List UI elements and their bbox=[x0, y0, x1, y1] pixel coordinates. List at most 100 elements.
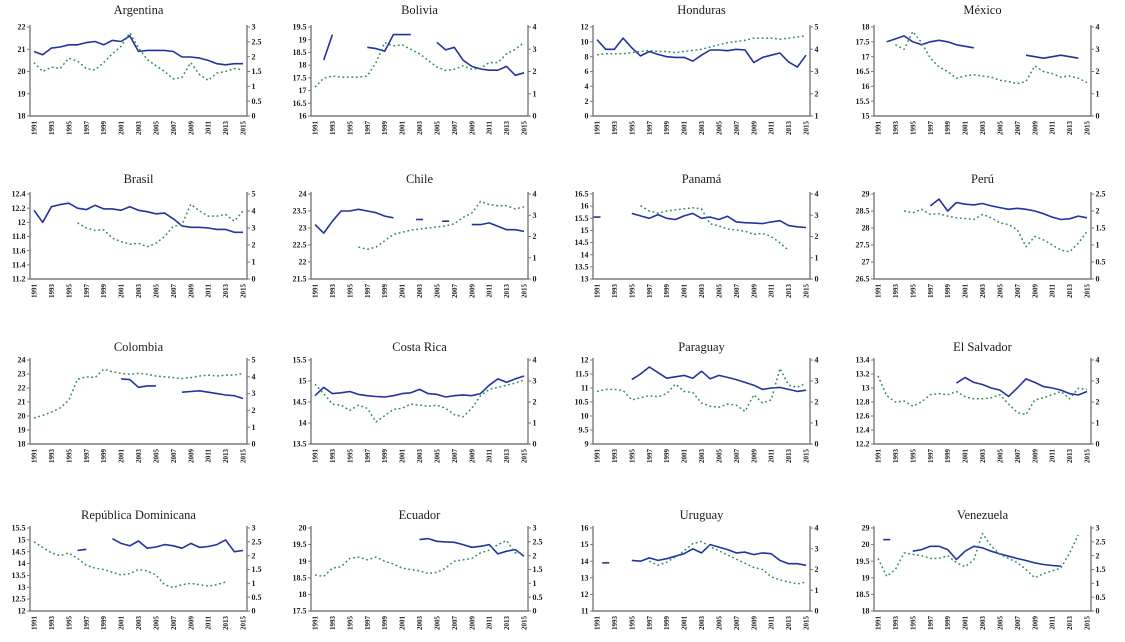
x-axis-tick-label: 1999 bbox=[381, 449, 389, 464]
y-axis-tick-label: 3 bbox=[533, 45, 537, 54]
x-axis-tick-label: 1991 bbox=[593, 449, 601, 464]
y-axis-tick-label: 3 bbox=[252, 389, 256, 398]
y-axis-tick-label: 1 bbox=[814, 112, 818, 121]
chart-panel-ecuador: Ecuador 20 19.5 19 18.5 18 17.5 3 2.5 2 1.5 1 0.5 0 19… bbox=[281, 482, 562, 642]
y-axis-tick-label: 13 bbox=[861, 384, 869, 393]
x-axis-tick-label: 2009 bbox=[1031, 449, 1039, 464]
x-axis-tick-label: 2003 bbox=[416, 449, 424, 464]
y-axis-tick-label: 2 bbox=[252, 240, 256, 249]
dotted-line-series bbox=[639, 204, 789, 251]
y-axis-tick-label: 17.5 bbox=[293, 606, 307, 615]
y-axis-tick-label: 2 bbox=[252, 551, 256, 560]
x-axis-tick-label: 2007 bbox=[170, 615, 178, 630]
x-axis-tick-label: 2005 bbox=[434, 283, 442, 298]
x-axis-tick-label: 1995 bbox=[628, 283, 636, 298]
x-axis-tick-label: 2007 bbox=[170, 449, 178, 464]
y-axis-tick-label: 27 bbox=[861, 257, 869, 266]
y-axis-tick-label: 12.4 bbox=[855, 426, 869, 435]
y-axis-tick-label: 24 bbox=[18, 356, 26, 365]
y-axis-tick-label: 12.2 bbox=[12, 203, 26, 212]
y-axis-tick-label: 19 bbox=[299, 35, 307, 44]
y-axis-tick-label: 18 bbox=[18, 440, 26, 449]
y-axis-tick-label: 3 bbox=[533, 210, 537, 219]
x-axis-tick-label: 2001 bbox=[118, 449, 126, 464]
chart-panel-brasil: Brasil 12.4 12.2 12 11.8 11.6 11.4 11.2 5 4 3 2 1 0 19… bbox=[0, 161, 281, 322]
x-axis-tick-label: 1999 bbox=[381, 283, 389, 298]
x-axis-tick-label: 1999 bbox=[944, 615, 952, 630]
y-axis-tick-label: 16.5 bbox=[293, 99, 307, 108]
y-axis-tick-label: 3 bbox=[252, 523, 256, 532]
chart-panel-el-salvador: El Salvador 13.4 13.2 13 12.8 12.6 12.4 12.2 4 3 2… bbox=[844, 321, 1125, 482]
solid-line-series bbox=[33, 35, 243, 66]
y-axis-tick-label: 13.5 bbox=[293, 440, 307, 449]
x-axis-tick-label: 1997 bbox=[645, 283, 653, 298]
y-axis-tick-label: 2 bbox=[252, 406, 256, 415]
y-axis-tick-label: 16 bbox=[299, 112, 307, 121]
y-axis-tick-label: 3 bbox=[814, 67, 818, 76]
chart-title: El Salvador bbox=[953, 340, 1013, 354]
y-axis-tick-label: 2.5 bbox=[1095, 189, 1105, 198]
x-axis-tick-label: 2013 bbox=[785, 283, 793, 298]
y-axis-tick-label: 3 bbox=[1095, 45, 1099, 54]
y-axis-tick-label: 0 bbox=[252, 606, 256, 615]
y-axis-tick-label: 0 bbox=[252, 440, 256, 449]
chart-panel-costa-rica: Costa Rica 15.5 15 14.5 14 13.5 4 3 2 1 0 1991 1993 1… bbox=[281, 321, 562, 482]
x-axis-tick-label: 2009 bbox=[1031, 121, 1039, 136]
y-axis-tick-label: 4 bbox=[533, 356, 537, 365]
chart-title: Chile bbox=[406, 172, 434, 186]
solid-line-series bbox=[314, 375, 525, 398]
x-axis-tick-label: 2001 bbox=[680, 283, 688, 298]
x-axis-tick-label: 2013 bbox=[222, 283, 230, 298]
x-axis-tick-label: 1997 bbox=[364, 121, 372, 136]
dotted-line-series bbox=[894, 30, 1088, 85]
x-axis-tick-label: 1999 bbox=[944, 283, 952, 298]
y-axis-tick-label: 17 bbox=[861, 52, 869, 61]
x-axis-tick-label: 2005 bbox=[152, 449, 160, 464]
x-axis-tick-label: 2007 bbox=[732, 121, 740, 136]
solid-line-series bbox=[367, 33, 412, 53]
y-axis-tick-label: 18 bbox=[861, 606, 869, 615]
x-axis-tick-label: 1997 bbox=[645, 121, 653, 136]
y-axis-tick-label: 1 bbox=[252, 82, 256, 91]
y-axis-tick-label: 0 bbox=[814, 606, 818, 615]
y-axis-tick-label: 10 bbox=[580, 37, 588, 46]
y-axis-tick-label: 12 bbox=[18, 606, 26, 615]
x-axis-tick-label: 2003 bbox=[698, 121, 706, 136]
x-axis-tick-label: 2003 bbox=[979, 615, 987, 630]
y-axis-tick-label: 0.5 bbox=[1095, 257, 1105, 266]
x-axis-tick-label: 1995 bbox=[628, 121, 636, 136]
y-axis-tick-label: 18.5 bbox=[293, 48, 307, 57]
x-axis-tick-label: 1993 bbox=[610, 283, 618, 298]
y-axis-tick-label: 9.5 bbox=[578, 426, 588, 435]
y-axis-tick-label: 17 bbox=[299, 86, 307, 95]
x-axis-tick-label: 2013 bbox=[1066, 615, 1074, 630]
x-axis-tick-label: 1995 bbox=[65, 283, 73, 298]
x-axis-tick-label: 2011 bbox=[486, 615, 494, 629]
y-axis-tick-label: 28.5 bbox=[855, 206, 869, 215]
x-axis-tick-label: 2007 bbox=[1014, 121, 1022, 136]
x-axis-tick-label: 1993 bbox=[48, 121, 56, 136]
y-axis-tick-label: 4 bbox=[584, 82, 588, 91]
y-axis-tick-label: 0 bbox=[533, 606, 537, 615]
y-axis-tick-label: 2.5 bbox=[1095, 537, 1105, 546]
x-axis-tick-label: 2003 bbox=[416, 283, 424, 298]
y-axis-tick-label: 2 bbox=[584, 97, 588, 106]
chart-panel-argentina: Argentina 22 21 20 19 18 3 2.5 2 1.5 1 0.5 0 1991 1993… bbox=[0, 0, 281, 161]
x-axis-tick-label: 2009 bbox=[187, 283, 195, 298]
x-axis-tick-label: 1991 bbox=[593, 283, 601, 298]
x-axis-tick-label: 1995 bbox=[347, 121, 355, 136]
chart-panel-panama: Panamá 16.5 16 15.5 15 14.5 14 13.5 13 4 3 2 1 0 1991 1… bbox=[563, 161, 844, 322]
x-axis-tick-label: 1993 bbox=[329, 449, 337, 464]
y-axis-tick-label: 2 bbox=[533, 232, 537, 241]
dotted-line-series bbox=[648, 540, 806, 585]
y-axis-tick-label: 0 bbox=[1095, 440, 1099, 449]
y-axis-tick-label: 15.5 bbox=[293, 356, 307, 365]
x-axis-tick-label: 1993 bbox=[610, 615, 618, 630]
y-axis-tick-label: 8 bbox=[584, 52, 588, 61]
x-axis-tick-label: 2015 bbox=[240, 121, 248, 136]
y-axis-tick-label: 4 bbox=[814, 189, 818, 198]
y-axis-tick-label: 14 bbox=[18, 559, 26, 568]
